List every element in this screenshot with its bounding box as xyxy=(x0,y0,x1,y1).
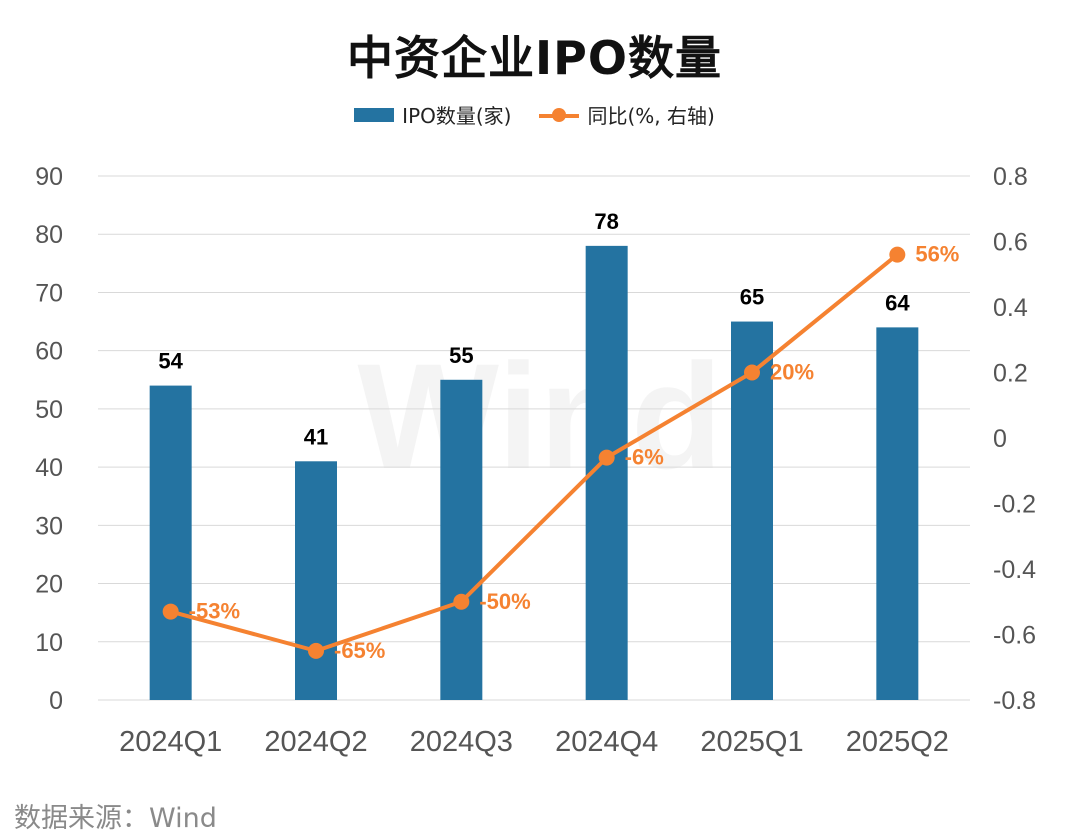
bar xyxy=(876,327,919,700)
y-right-tick-label: 0.4 xyxy=(993,294,1028,322)
bar xyxy=(149,385,192,700)
y-left-tick-label: 30 xyxy=(35,512,63,540)
y-left-tick-label: 40 xyxy=(35,454,63,482)
y-left-tick-label: 10 xyxy=(35,629,63,657)
line-point xyxy=(889,246,906,263)
legend-item-bar: IPO数量(家) xyxy=(354,100,511,129)
y-left-tick-label: 50 xyxy=(35,396,63,424)
x-tick-label: 2024Q3 xyxy=(410,726,513,758)
line-data-label: 56% xyxy=(915,242,959,267)
y-right-tick-label: 0.2 xyxy=(993,360,1028,388)
y-left-tick-label: 90 xyxy=(35,163,63,191)
line-point xyxy=(453,593,470,610)
bar-data-label: 54 xyxy=(158,349,183,374)
y-right-tick-label: 0.8 xyxy=(993,163,1028,191)
bar-data-label: 65 xyxy=(740,285,764,310)
y-left-tick-label: 20 xyxy=(35,571,63,599)
watermark: Wind xyxy=(357,332,722,500)
y-right-tick-label: -0.8 xyxy=(993,687,1036,715)
line-point xyxy=(598,449,615,466)
legend-bar-label: IPO数量(家) xyxy=(402,104,512,128)
y-right-tick-label: 0.6 xyxy=(993,229,1028,257)
x-tick-label: 2025Q2 xyxy=(846,726,949,758)
y-right-tick-label: 0 xyxy=(993,425,1007,453)
line-point xyxy=(744,364,760,381)
y-right-tick-label: -0.4 xyxy=(993,556,1036,584)
x-tick-label: 2024Q1 xyxy=(119,726,222,758)
line-data-label: -53% xyxy=(189,599,240,624)
x-tick-label: 2025Q1 xyxy=(700,726,803,758)
bar-data-label: 55 xyxy=(449,343,473,368)
bar xyxy=(440,379,483,700)
bar xyxy=(731,321,773,700)
bar-data-label: 64 xyxy=(885,290,910,315)
line-data-label: -50% xyxy=(479,589,530,614)
line-point xyxy=(308,642,324,659)
bar xyxy=(295,461,337,700)
line-data-label: 20% xyxy=(770,360,814,385)
bar-data-label: 78 xyxy=(594,209,618,234)
y-right-tick-label: -0.6 xyxy=(993,622,1036,650)
line-data-label: -6% xyxy=(625,445,664,470)
line-point xyxy=(162,603,179,620)
y-left-tick-label: 0 xyxy=(49,687,63,715)
y-left-tick-label: 70 xyxy=(35,279,63,307)
x-tick-label: 2024Q2 xyxy=(264,726,367,758)
chart-title: 中资企业IPO数量 xyxy=(347,31,722,85)
legend-line-label: 同比(%, 右轴) xyxy=(587,104,715,128)
bar-data-label: 41 xyxy=(304,424,328,449)
legend-line-swatch xyxy=(539,107,580,122)
x-tick-label: 2024Q4 xyxy=(555,726,658,758)
legend-bar-swatch xyxy=(354,107,395,122)
legend-item-line: 同比(%, 右轴) xyxy=(539,100,715,129)
y-left-tick-label: 60 xyxy=(35,338,63,366)
series-line xyxy=(170,253,899,653)
source-note: 数据来源：Wind xyxy=(14,803,217,834)
y-left-tick-label: 80 xyxy=(35,221,63,249)
line-data-label: -65% xyxy=(334,638,385,663)
legend: IPO数量(家) 同比(%, 右轴) xyxy=(0,100,1069,129)
y-right-tick-label: -0.2 xyxy=(993,491,1036,519)
